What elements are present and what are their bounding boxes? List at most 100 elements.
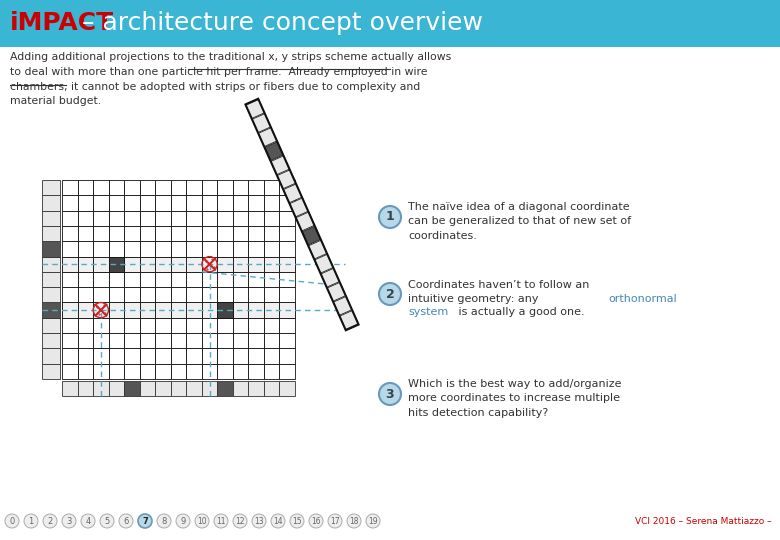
- Circle shape: [379, 383, 401, 405]
- Bar: [108, 226, 124, 241]
- Bar: [155, 256, 171, 272]
- Text: 14: 14: [273, 516, 283, 525]
- Bar: [279, 302, 295, 318]
- Bar: [108, 348, 124, 364]
- Bar: [186, 302, 202, 318]
- Bar: [218, 348, 233, 364]
- Bar: [279, 211, 295, 226]
- Bar: [186, 333, 202, 348]
- Bar: [171, 272, 186, 287]
- Bar: [202, 318, 218, 333]
- Text: – architecture concept overview: – architecture concept overview: [82, 11, 483, 35]
- Bar: [202, 302, 218, 318]
- Text: 8: 8: [161, 516, 167, 525]
- Text: system: system: [408, 307, 448, 317]
- Polygon shape: [258, 127, 277, 146]
- Circle shape: [81, 514, 95, 528]
- Bar: [264, 241, 279, 256]
- Bar: [202, 302, 218, 318]
- Bar: [248, 226, 264, 241]
- Bar: [218, 226, 233, 241]
- Bar: [124, 256, 140, 272]
- Text: 2: 2: [385, 287, 395, 300]
- Circle shape: [62, 514, 76, 528]
- Bar: [42, 195, 60, 211]
- Bar: [233, 333, 248, 348]
- Bar: [93, 211, 108, 226]
- Bar: [77, 287, 93, 302]
- Bar: [42, 272, 60, 287]
- Bar: [42, 333, 60, 348]
- Bar: [202, 381, 218, 396]
- Bar: [279, 348, 295, 364]
- Bar: [155, 195, 171, 211]
- Bar: [248, 302, 264, 318]
- Bar: [202, 333, 218, 348]
- Bar: [140, 226, 155, 241]
- Bar: [248, 348, 264, 364]
- Bar: [140, 302, 155, 318]
- Text: 1: 1: [28, 516, 34, 525]
- Bar: [233, 226, 248, 241]
- Bar: [77, 333, 93, 348]
- Bar: [248, 272, 264, 287]
- Text: iMPACT: iMPACT: [10, 11, 114, 35]
- Polygon shape: [339, 310, 358, 329]
- Text: 7: 7: [142, 516, 148, 525]
- Bar: [62, 318, 77, 333]
- Text: 11: 11: [216, 516, 225, 525]
- Bar: [186, 272, 202, 287]
- Circle shape: [347, 514, 361, 528]
- Circle shape: [214, 514, 228, 528]
- Polygon shape: [302, 226, 321, 245]
- Polygon shape: [271, 156, 289, 175]
- Bar: [248, 256, 264, 272]
- Bar: [62, 333, 77, 348]
- Text: 5: 5: [105, 516, 110, 525]
- Bar: [264, 318, 279, 333]
- Bar: [140, 256, 155, 272]
- Bar: [171, 333, 186, 348]
- Circle shape: [379, 206, 401, 228]
- Bar: [233, 348, 248, 364]
- Circle shape: [309, 514, 323, 528]
- Circle shape: [43, 514, 57, 528]
- Bar: [93, 318, 108, 333]
- Bar: [62, 287, 77, 302]
- Bar: [62, 256, 77, 272]
- Bar: [155, 272, 171, 287]
- Polygon shape: [296, 212, 314, 231]
- Bar: [279, 195, 295, 211]
- Circle shape: [100, 514, 114, 528]
- Polygon shape: [314, 254, 333, 273]
- Bar: [202, 287, 218, 302]
- Bar: [108, 241, 124, 256]
- Bar: [124, 364, 140, 379]
- Bar: [186, 180, 202, 195]
- Text: 12: 12: [236, 516, 245, 525]
- Bar: [124, 348, 140, 364]
- Polygon shape: [246, 99, 264, 118]
- Bar: [186, 241, 202, 256]
- Bar: [186, 381, 202, 396]
- Text: 3: 3: [385, 388, 395, 401]
- Circle shape: [195, 514, 209, 528]
- Bar: [218, 256, 233, 272]
- Bar: [171, 195, 186, 211]
- Bar: [218, 195, 233, 211]
- Bar: [93, 256, 108, 272]
- Bar: [124, 302, 140, 318]
- Text: Adding additional projections to the traditional x, y strips scheme actually all: Adding additional projections to the tra…: [10, 52, 452, 106]
- Bar: [264, 195, 279, 211]
- Bar: [279, 272, 295, 287]
- Bar: [279, 333, 295, 348]
- Text: Coordinates haven’t to follow an
intuitive geometry: any: Coordinates haven’t to follow an intuiti…: [408, 280, 590, 305]
- Bar: [140, 287, 155, 302]
- Bar: [93, 348, 108, 364]
- Bar: [186, 256, 202, 272]
- Bar: [77, 302, 93, 318]
- Bar: [140, 272, 155, 287]
- Bar: [62, 241, 77, 256]
- Bar: [186, 256, 202, 272]
- Bar: [108, 333, 124, 348]
